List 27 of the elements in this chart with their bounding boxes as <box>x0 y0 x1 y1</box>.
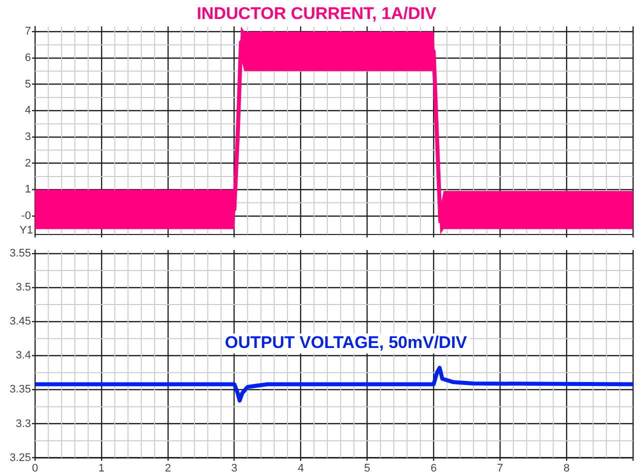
x-tick-label: 0 <box>32 462 38 474</box>
y-tick-label: 6 <box>24 52 31 64</box>
y-tick-label: 7 <box>24 26 31 38</box>
y-tick-label: 3.5 <box>16 282 31 294</box>
y-tick-label: 3.45 <box>10 316 31 328</box>
y-tick-label: 3.55 <box>10 247 31 260</box>
y-tick-label: 5 <box>24 78 31 90</box>
chart-title: INDUCTOR CURRENT, 1A/DIV <box>196 4 437 23</box>
x-tick-label: 4 <box>298 462 304 474</box>
y-tick-label: 3.3 <box>16 418 31 430</box>
text: Y1 <box>20 224 33 236</box>
y-tick-label: 4 <box>24 104 31 117</box>
x-tick-label: 7 <box>497 462 504 474</box>
x-tick-label: 1 <box>98 462 105 474</box>
y-tick-label: 3.25 <box>10 452 31 464</box>
x-tick-label: 2 <box>164 462 171 474</box>
text: OUTPUT VOLTAGE, 50mV/DIV <box>224 333 468 352</box>
x-tick-label: 6 <box>430 462 437 474</box>
y-tick-label: 3 <box>24 131 31 144</box>
y-tick-label: 1 <box>24 184 31 196</box>
x-tick-label: 5 <box>364 462 370 474</box>
y-tick-label: -0 <box>21 210 31 222</box>
x-tick-label: 3 <box>231 462 238 474</box>
y-tick-label: 2 <box>24 157 31 170</box>
y-tick-label: 3.35 <box>10 384 31 396</box>
x-tick-label: 8 <box>563 462 570 474</box>
y-tick-label: 3.4 <box>16 350 31 362</box>
